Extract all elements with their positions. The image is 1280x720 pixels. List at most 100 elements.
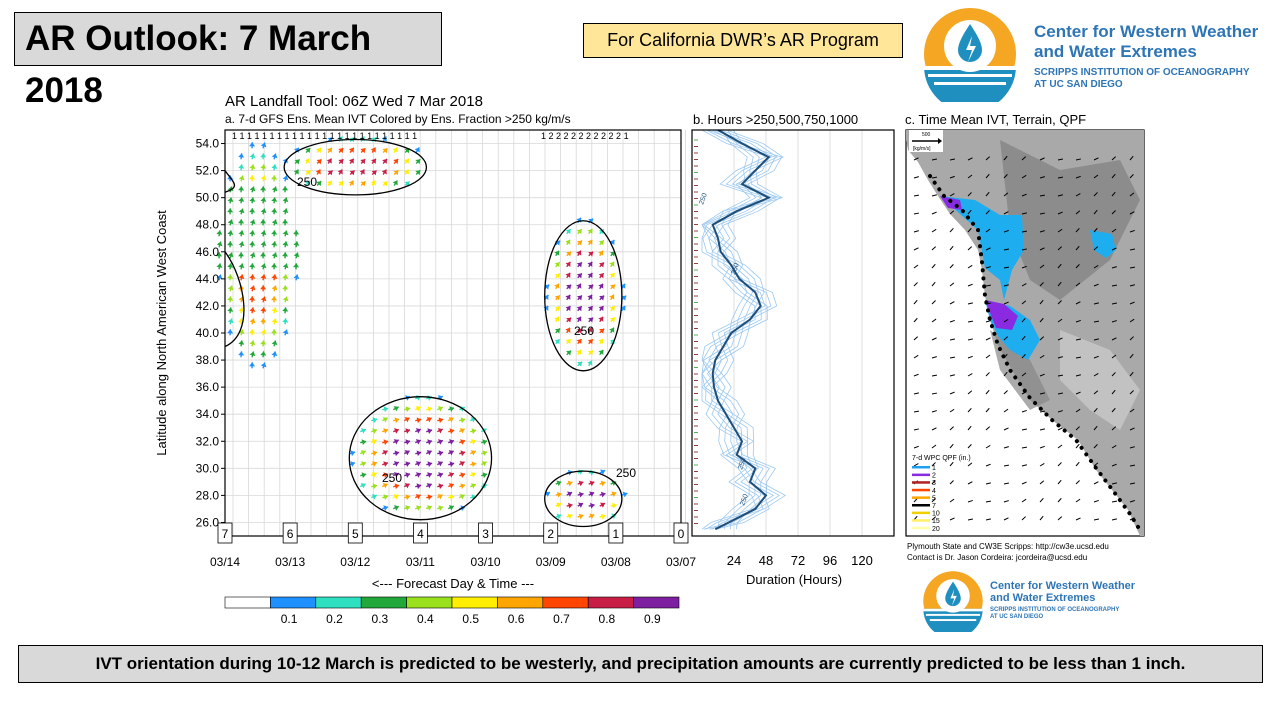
brand-small-name-line2: and Water Extremes	[990, 592, 1096, 604]
c-ivt-arrow	[913, 445, 919, 449]
ivt-arrow-head	[227, 208, 234, 213]
colorbar-tick-label: 0.9	[644, 612, 661, 626]
day-marker-label: 0	[678, 527, 685, 541]
c-ivt-arrow	[1003, 248, 1009, 251]
c-ivt-arrow	[1039, 176, 1045, 179]
contour-250	[224, 170, 236, 193]
c-ivt-arrow	[1021, 372, 1027, 377]
ivt-arrow-head	[437, 428, 443, 434]
c-ivt-arrow	[1003, 482, 1010, 485]
ivt-arrow-head	[338, 181, 344, 187]
ivt-arrow-head	[260, 164, 267, 169]
c-ivt-arrow	[1075, 193, 1081, 197]
c-ivt-arrow	[1129, 408, 1135, 413]
colorbar-tick-label: 0.1	[281, 612, 298, 626]
ivt-arrow-head	[438, 505, 444, 511]
ivt-arrow-head	[249, 340, 256, 346]
c-ivt-arrow	[949, 408, 955, 413]
c-ivt-arrow	[1057, 427, 1063, 431]
c-ivt-arrow	[1021, 391, 1027, 395]
day-marker-box	[217, 522, 233, 544]
ivt-arrow-head	[598, 306, 604, 312]
region-west-edge	[216, 142, 300, 369]
ivt-arrow-head	[394, 505, 399, 511]
ivt-arrow-head	[249, 230, 256, 235]
ivt-arrow-head	[415, 170, 421, 176]
c-ivt-arrow	[931, 462, 936, 467]
ivt-arrow-head	[260, 351, 267, 356]
qpf-legend-swatch	[912, 466, 930, 469]
ivt-arrow-head	[598, 283, 604, 289]
ivt-arrow-head	[350, 461, 355, 467]
b-x-tick-label: 96	[823, 553, 837, 568]
ivt-arrow-head	[304, 158, 310, 164]
c-ivt-arrow	[1075, 282, 1081, 287]
c-ivt-arrow	[1075, 264, 1080, 269]
ivt-arrow-head	[337, 169, 343, 175]
ivt-arrow-head	[576, 283, 582, 289]
ivt-arrow-head	[577, 361, 583, 367]
ivt-arrow-head	[271, 241, 278, 246]
ivt-arrow-head	[348, 158, 354, 164]
y-tick-label: 28.0	[196, 488, 220, 502]
c-ivt-arrow	[1075, 408, 1081, 413]
c-ivt-arrow	[1057, 211, 1063, 215]
c-ivt-arrow	[949, 391, 955, 395]
c-ivt-arrow	[1039, 264, 1045, 269]
ivt-arrow-head	[282, 329, 289, 335]
day-marker-box	[673, 522, 689, 544]
c-ivt-arrow	[967, 444, 972, 449]
c-ivt-arrow	[931, 497, 936, 503]
c-ivt-arrow	[1021, 498, 1027, 503]
ivt-arrow-head	[482, 472, 488, 479]
ivt-arrow-head	[471, 494, 477, 501]
c-ivt-arrow	[985, 372, 990, 377]
ivt-arrow-head	[249, 142, 256, 147]
c-ivt-arrow	[913, 497, 918, 503]
ivt-arrow-head	[305, 180, 310, 186]
c-ivt-arrow	[1093, 264, 1099, 269]
day-marker-box	[543, 522, 559, 544]
ivt-arrow-head	[316, 159, 322, 165]
ivt-arrow-head	[383, 505, 389, 511]
c-ivt-arrow	[1039, 463, 1045, 467]
ivt-arrow-head	[216, 263, 223, 268]
ivt-arrow-head	[382, 158, 388, 164]
ivt-arrow-head	[271, 164, 278, 169]
program-label: For California DWR’s AR Program	[583, 23, 903, 58]
c-ivt-arrow	[913, 463, 919, 467]
ivt-arrow-head	[282, 263, 289, 269]
ivt-arrow-head	[382, 148, 388, 154]
ivt-arrow-head	[260, 186, 267, 191]
ivt-arrow-head	[260, 340, 267, 345]
c-ivt-arrow	[1039, 212, 1046, 215]
c-ivt-arrow	[931, 356, 937, 359]
ivt-arrow-head	[600, 480, 606, 487]
ivt-arrow-head	[567, 502, 573, 509]
ivt-arrow-head	[471, 428, 477, 435]
c-ivt-arrow	[1039, 392, 1045, 395]
ivt-arrow-head	[383, 428, 388, 434]
c-ivt-arrow	[1093, 227, 1098, 233]
ivt-arrow-head	[415, 494, 421, 500]
ivt-arrow-head	[587, 360, 593, 366]
b-x-tick-label: 48	[759, 553, 773, 568]
c-ivt-arrow	[1021, 516, 1026, 521]
ivt-arrow-head	[383, 461, 388, 467]
ivt-arrow-head	[403, 169, 409, 175]
ivt-arrow-head	[554, 306, 560, 312]
ivt-arrow-head	[238, 340, 245, 345]
qpf-legend-label: 3	[932, 480, 936, 487]
ivt-arrow-head	[599, 295, 605, 301]
ivt-arrow-head	[293, 169, 299, 175]
c-ivt-arrow	[967, 283, 973, 287]
ivt-arrow-head	[271, 274, 278, 279]
ivt-arrow-head	[590, 502, 595, 509]
ivt-arrow-head	[545, 491, 551, 497]
ivt-arrow-head	[459, 494, 465, 500]
ivt-arrow-head	[360, 450, 366, 456]
ivt-arrow-head	[437, 395, 443, 401]
c-ivt-arrow	[1129, 266, 1136, 269]
cw3e-logo-small-icon	[923, 571, 983, 632]
ivt-arrow-head	[565, 261, 571, 267]
